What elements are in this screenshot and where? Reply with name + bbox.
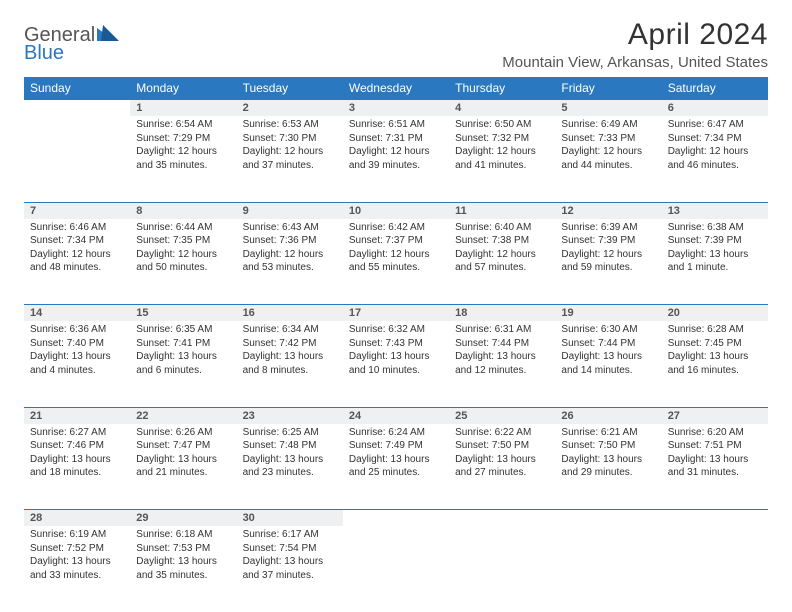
- day-content-cell: Sunrise: 6:46 AMSunset: 7:34 PMDaylight:…: [24, 219, 130, 305]
- day-content-cell: [24, 116, 130, 202]
- day-number-cell: 1: [130, 100, 236, 117]
- day-number-cell: 28: [24, 510, 130, 527]
- day-content-cell: [449, 526, 555, 612]
- day-content-cell: Sunrise: 6:50 AMSunset: 7:32 PMDaylight:…: [449, 116, 555, 202]
- month-title: April 2024: [502, 18, 768, 52]
- day-content-cell: [662, 526, 768, 612]
- day-content-cell: Sunrise: 6:18 AMSunset: 7:53 PMDaylight:…: [130, 526, 236, 612]
- day-number-cell: 4: [449, 100, 555, 117]
- day-number-cell: 5: [555, 100, 661, 117]
- day-content-cell: Sunrise: 6:20 AMSunset: 7:51 PMDaylight:…: [662, 424, 768, 510]
- day-content-cell: Sunrise: 6:49 AMSunset: 7:33 PMDaylight:…: [555, 116, 661, 202]
- day-content-cell: [555, 526, 661, 612]
- day-number-cell: 29: [130, 510, 236, 527]
- header: General April 2024 Mountain View, Arkans…: [24, 18, 768, 71]
- day-number-cell: [662, 510, 768, 527]
- day-content-cell: [343, 526, 449, 612]
- day-number-cell: 20: [662, 305, 768, 322]
- day-content-cell: Sunrise: 6:30 AMSunset: 7:44 PMDaylight:…: [555, 321, 661, 407]
- day-content-cell: Sunrise: 6:38 AMSunset: 7:39 PMDaylight:…: [662, 219, 768, 305]
- day-number-cell: 9: [237, 202, 343, 219]
- day-content-cell: Sunrise: 6:24 AMSunset: 7:49 PMDaylight:…: [343, 424, 449, 510]
- day-content-cell: Sunrise: 6:26 AMSunset: 7:47 PMDaylight:…: [130, 424, 236, 510]
- calendar-body: 123456Sunrise: 6:54 AMSunset: 7:29 PMDay…: [24, 100, 768, 612]
- day-header: Tuesday: [237, 77, 343, 100]
- day-number-cell: 13: [662, 202, 768, 219]
- day-number-cell: [24, 100, 130, 117]
- day-number-cell: [343, 510, 449, 527]
- day-number-cell: 25: [449, 407, 555, 424]
- day-header: Sunday: [24, 77, 130, 100]
- day-content-cell: Sunrise: 6:44 AMSunset: 7:35 PMDaylight:…: [130, 219, 236, 305]
- day-content-cell: Sunrise: 6:27 AMSunset: 7:46 PMDaylight:…: [24, 424, 130, 510]
- day-number-cell: [449, 510, 555, 527]
- day-content-cell: Sunrise: 6:42 AMSunset: 7:37 PMDaylight:…: [343, 219, 449, 305]
- day-content-cell: Sunrise: 6:32 AMSunset: 7:43 PMDaylight:…: [343, 321, 449, 407]
- day-content-cell: Sunrise: 6:31 AMSunset: 7:44 PMDaylight:…: [449, 321, 555, 407]
- day-header: Thursday: [449, 77, 555, 100]
- day-header: Wednesday: [343, 77, 449, 100]
- day-content-cell: Sunrise: 6:22 AMSunset: 7:50 PMDaylight:…: [449, 424, 555, 510]
- day-header: Monday: [130, 77, 236, 100]
- day-content-cell: Sunrise: 6:36 AMSunset: 7:40 PMDaylight:…: [24, 321, 130, 407]
- day-content-cell: Sunrise: 6:43 AMSunset: 7:36 PMDaylight:…: [237, 219, 343, 305]
- day-header: Friday: [555, 77, 661, 100]
- title-block: April 2024 Mountain View, Arkansas, Unit…: [502, 18, 768, 71]
- day-number-cell: 22: [130, 407, 236, 424]
- day-number-cell: 3: [343, 100, 449, 117]
- day-content-cell: Sunrise: 6:40 AMSunset: 7:38 PMDaylight:…: [449, 219, 555, 305]
- day-number-cell: 27: [662, 407, 768, 424]
- day-content-cell: Sunrise: 6:53 AMSunset: 7:30 PMDaylight:…: [237, 116, 343, 202]
- day-number-cell: 17: [343, 305, 449, 322]
- day-number-cell: 10: [343, 202, 449, 219]
- day-number-cell: 26: [555, 407, 661, 424]
- day-number-cell: 23: [237, 407, 343, 424]
- day-number-cell: 16: [237, 305, 343, 322]
- location-text: Mountain View, Arkansas, United States: [502, 54, 768, 71]
- day-number-cell: 11: [449, 202, 555, 219]
- day-content-cell: Sunrise: 6:25 AMSunset: 7:48 PMDaylight:…: [237, 424, 343, 510]
- day-number-cell: 7: [24, 202, 130, 219]
- day-content-cell: Sunrise: 6:34 AMSunset: 7:42 PMDaylight:…: [237, 321, 343, 407]
- day-content-cell: Sunrise: 6:54 AMSunset: 7:29 PMDaylight:…: [130, 116, 236, 202]
- day-content-cell: Sunrise: 6:19 AMSunset: 7:52 PMDaylight:…: [24, 526, 130, 612]
- day-number-cell: 12: [555, 202, 661, 219]
- day-content-cell: Sunrise: 6:21 AMSunset: 7:50 PMDaylight:…: [555, 424, 661, 510]
- day-number-cell: 30: [237, 510, 343, 527]
- day-content-cell: Sunrise: 6:51 AMSunset: 7:31 PMDaylight:…: [343, 116, 449, 202]
- day-number-cell: [555, 510, 661, 527]
- day-number-cell: 14: [24, 305, 130, 322]
- day-number-cell: 6: [662, 100, 768, 117]
- day-number-cell: 2: [237, 100, 343, 117]
- day-header: Saturday: [662, 77, 768, 100]
- day-content-cell: Sunrise: 6:17 AMSunset: 7:54 PMDaylight:…: [237, 526, 343, 612]
- logo-text-blue: Blue: [24, 42, 64, 64]
- day-number-cell: 19: [555, 305, 661, 322]
- day-number-cell: 8: [130, 202, 236, 219]
- calendar-table: SundayMondayTuesdayWednesdayThursdayFrid…: [24, 77, 768, 612]
- day-content-cell: Sunrise: 6:35 AMSunset: 7:41 PMDaylight:…: [130, 321, 236, 407]
- day-number-cell: 15: [130, 305, 236, 322]
- day-content-cell: Sunrise: 6:47 AMSunset: 7:34 PMDaylight:…: [662, 116, 768, 202]
- day-number-cell: 18: [449, 305, 555, 322]
- logo-triangle-icon: [97, 25, 119, 46]
- day-content-cell: Sunrise: 6:39 AMSunset: 7:39 PMDaylight:…: [555, 219, 661, 305]
- calendar-head: SundayMondayTuesdayWednesdayThursdayFrid…: [24, 77, 768, 100]
- day-number-cell: 24: [343, 407, 449, 424]
- day-number-cell: 21: [24, 407, 130, 424]
- day-content-cell: Sunrise: 6:28 AMSunset: 7:45 PMDaylight:…: [662, 321, 768, 407]
